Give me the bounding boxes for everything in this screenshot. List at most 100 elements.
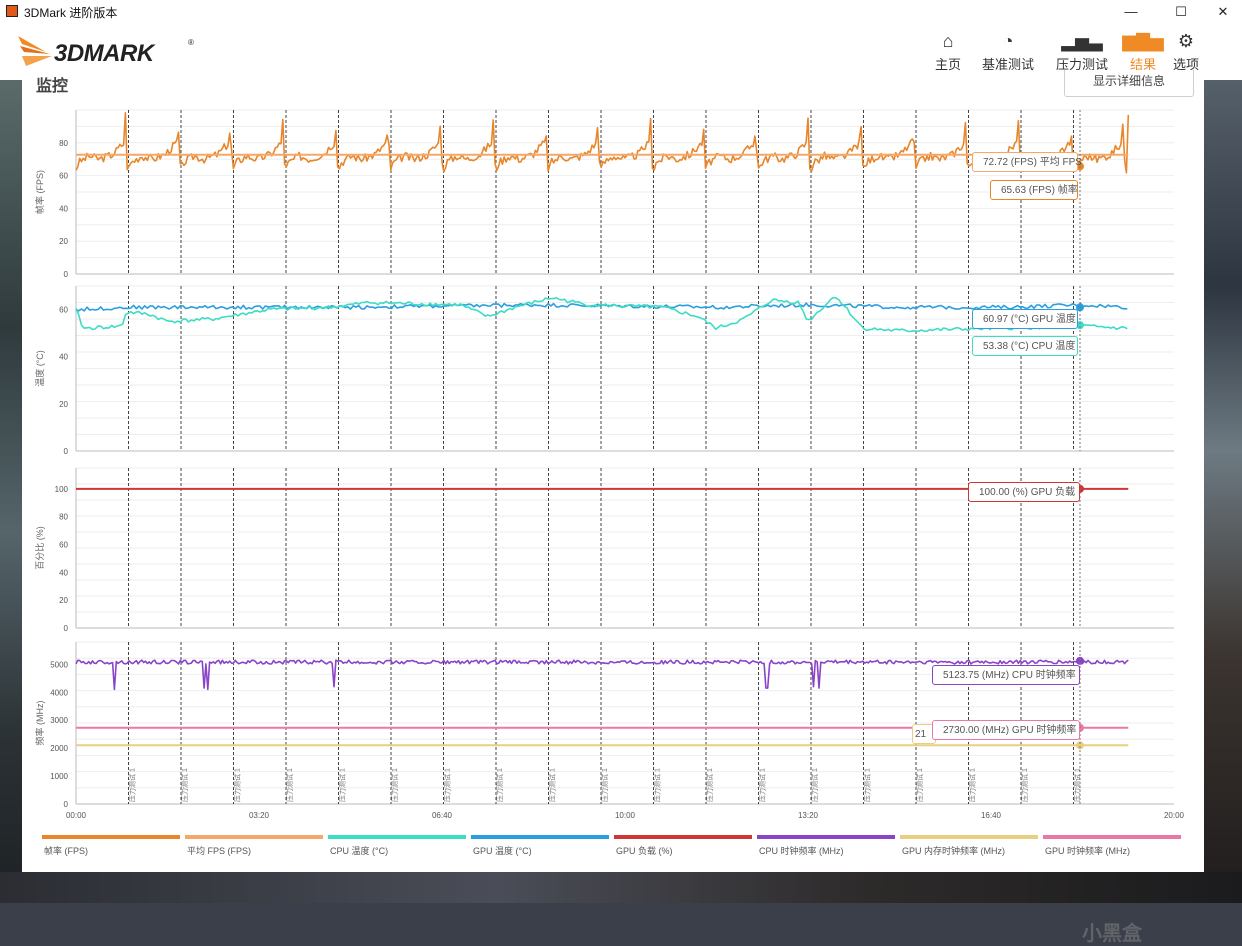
legend-label: GPU 时钟频率 (MHz)	[1045, 846, 1130, 856]
legend-swatch	[614, 835, 752, 839]
x-tick-label: 16:40	[981, 811, 1002, 820]
background-art-left	[0, 80, 22, 903]
loop-marker-label: 压力测试 1	[338, 768, 347, 802]
y-axis-label: 百分比 (%)	[34, 526, 45, 570]
loop-marker-label: 压力测试 1	[128, 768, 137, 802]
loop-marker-label: 压力测试 1	[1073, 768, 1082, 802]
title-bar: 3DMark 进阶版本 — ☐ ✕	[0, 0, 1242, 25]
background-art-bottom	[0, 872, 1242, 903]
y-tick-label: 40	[59, 568, 68, 577]
y-tick-label: 40	[59, 353, 68, 362]
legend-item[interactable]: 平均 FPS (FPS)	[185, 832, 325, 856]
app-icon	[6, 5, 18, 17]
legend-item[interactable]: GPU 时钟频率 (MHz)	[1043, 832, 1183, 856]
nav-gear[interactable]: ⚙ 选项	[1168, 28, 1204, 76]
nav-label: 压力测试	[1055, 57, 1108, 72]
nav-label: 选项	[1172, 57, 1199, 72]
y-tick-label: 60	[59, 306, 68, 315]
loop-marker-label: 压力测试 1	[495, 768, 504, 802]
legend-item[interactable]: CPU 时钟频率 (MHz)	[757, 832, 897, 856]
legend-label: 平均 FPS (FPS)	[187, 846, 252, 856]
y-tick-label: 0	[64, 447, 69, 456]
legend-label: GPU 内存时钟频率 (MHz)	[902, 846, 1005, 856]
loop-marker-label: 压力测试 1	[180, 768, 189, 802]
loop-marker-label: 压力测试 1	[810, 768, 819, 802]
app-header: 3DMARK ® ⌂ 主页 ◔ 基准测试 ▂▅▃ 压力测试 ▆▇▅ 结果 ⚙ 选项	[0, 24, 1242, 80]
y-tick-label: 60	[59, 172, 68, 181]
watermark: 小黑盒	[1082, 923, 1142, 945]
y-tick-label: 0	[64, 624, 69, 633]
series-line-fps	[75, 112, 1130, 174]
y-tick-label: 0	[64, 800, 69, 809]
x-tick-label: 06:40	[432, 811, 453, 820]
loop-marker-label: 压力测试 1	[758, 768, 767, 802]
3dmark-flame-icon	[18, 36, 52, 66]
legend-item[interactable]: GPU 温度 (°C)	[471, 832, 611, 856]
legend-label: 帧率 (FPS)	[44, 846, 88, 856]
tooltip-gpu-clock: 2730.00 (MHz) GPU 时钟频率	[932, 720, 1080, 740]
y-tick-label: 3000	[50, 716, 68, 725]
monitoring-chart: 0 20 40 60 80 帧率 (FPS) 0 20 40 60 温度 (°C) 0 20 40 60 80…	[34, 109, 1185, 820]
legend-label: GPU 负载 (%)	[616, 846, 673, 856]
y-tick-label: 4000	[50, 688, 68, 697]
loop-marker-label: 压力测试 1	[705, 768, 714, 802]
show-details-button[interactable]: 显示详细信息	[1064, 70, 1194, 97]
legend-item[interactable]: GPU 内存时钟频率 (MHz)	[900, 832, 1040, 856]
loop-marker-label: 压力测试 1	[233, 768, 242, 802]
tooltip-gpu-temp: 60.97 (°C) GPU 温度	[972, 309, 1078, 329]
loop-marker-label: 压力测试 1	[1020, 768, 1029, 802]
legend-swatch	[42, 835, 180, 839]
x-tick-label: 00:00	[66, 811, 87, 820]
bar-chart-icon: ▂▅▃	[1061, 31, 1103, 51]
nav-gauge[interactable]: ◔ 基准测试	[978, 28, 1038, 76]
3dmark-logo[interactable]: 3DMARK ®	[16, 32, 196, 72]
nav-results[interactable]: ▆▇▅ 结果	[1122, 28, 1164, 76]
legend-item[interactable]: CPU 温度 (°C)	[328, 832, 468, 856]
registered-mark: ®	[188, 38, 194, 47]
x-tick-label: 03:20	[249, 811, 270, 820]
background-art-right	[1204, 80, 1242, 903]
legend-swatch	[328, 835, 466, 839]
tooltip-cpu-clock: 5123.75 (MHz) CPU 时钟频率	[932, 665, 1080, 685]
loop-marker-label: 压力测试 1	[548, 768, 557, 802]
home-icon: ⌂	[942, 31, 954, 51]
legend-item[interactable]: GPU 负载 (%)	[614, 832, 754, 856]
panel-title: 监控	[36, 78, 69, 95]
tooltip-cpu-temp: 53.38 (°C) CPU 温度	[972, 336, 1078, 356]
nav-label: 主页	[934, 57, 961, 72]
results-icon: ▆▇▅	[1122, 31, 1164, 51]
series-line-cpu_temp	[75, 296, 1128, 333]
x-tick-label: 10:00	[615, 811, 636, 820]
nav-home[interactable]: ⌂ 主页	[925, 28, 971, 76]
loop-marker-label: 压力测试 1	[863, 768, 872, 802]
x-tick-label: 20:00	[1164, 811, 1185, 820]
loop-marker-label: 压力测试 1	[600, 768, 609, 802]
minimize-button[interactable]: —	[1124, 4, 1138, 19]
legend-swatch	[900, 835, 1038, 839]
y-tick-label: 20	[59, 400, 68, 409]
monitoring-panel: 监控 显示详细信息 0 20 40 60 80 帧率 (FPS) 0 20 40 60 温度 (°C…	[22, 70, 1204, 945]
logo-text: 3DMARK	[54, 40, 154, 67]
y-tick-label: 80	[59, 513, 68, 522]
series-line-cpu_clock	[75, 659, 1129, 691]
gear-icon: ⚙	[1177, 31, 1195, 51]
loop-marker-label: 压力测试 1	[390, 768, 399, 802]
legend-label: GPU 温度 (°C)	[473, 846, 532, 856]
loop-marker-label: 压力测试 1	[915, 768, 924, 802]
y-tick-label: 0	[64, 270, 69, 279]
y-tick-label: 60	[59, 541, 68, 550]
cursor-dot	[1076, 321, 1084, 330]
gauge-icon: ◔	[1002, 31, 1014, 51]
legend-item[interactable]: 帧率 (FPS)	[42, 832, 182, 856]
y-tick-label: 20	[59, 596, 68, 605]
y-tick-label: 1000	[50, 772, 68, 781]
maximize-button[interactable]: ☐	[1175, 4, 1187, 19]
cursor-dot	[1076, 741, 1084, 750]
legend-swatch	[185, 835, 323, 839]
legend-swatch	[1043, 835, 1181, 839]
legend-swatch	[757, 835, 895, 839]
close-button[interactable]: ✕	[1217, 4, 1229, 19]
nav-bar-chart[interactable]: ▂▅▃ 压力测试	[1052, 28, 1112, 76]
tooltip-gpu-load: 100.00 (%) GPU 负载	[968, 482, 1080, 502]
y-tick-label: 5000	[50, 660, 68, 669]
